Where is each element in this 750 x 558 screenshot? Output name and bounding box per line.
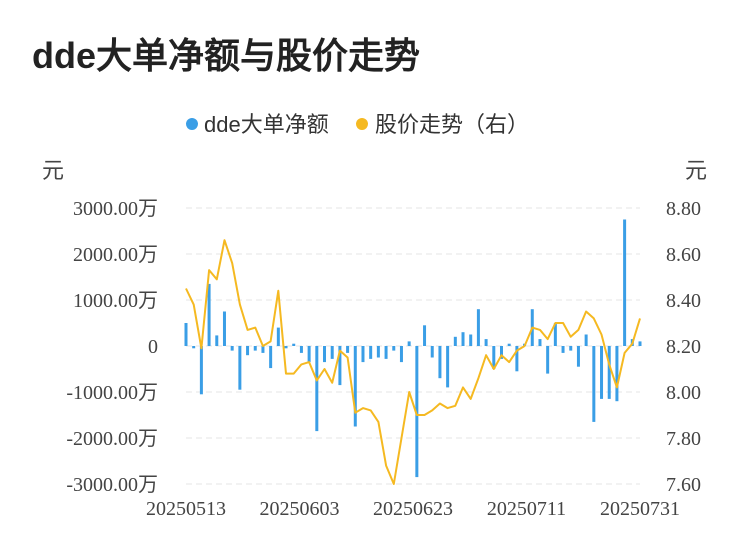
y-right-unit-label: 元 — [685, 158, 707, 183]
bar — [184, 323, 188, 346]
bar — [361, 346, 365, 363]
price-line — [185, 239, 641, 485]
bar — [299, 346, 303, 353]
bar — [600, 346, 604, 399]
line-series — [185, 239, 641, 485]
bar — [592, 346, 596, 422]
y-right-axis: 8.80 8.60 8.40 8.20 8.00 7.80 7.60 — [666, 198, 701, 496]
bar — [353, 346, 357, 427]
y-right-tick-label: 8.00 — [666, 382, 701, 404]
y-right-tick-label: 8.80 — [666, 198, 701, 220]
bar — [261, 346, 265, 353]
bar — [492, 346, 496, 369]
y-right-tick-label: 8.60 — [666, 244, 701, 266]
bar — [423, 325, 427, 346]
bar — [469, 334, 473, 346]
bar — [376, 346, 380, 358]
bar — [407, 341, 411, 346]
y-left-tick-label: -2000.00万 — [66, 428, 158, 450]
bar — [238, 346, 242, 390]
bar — [269, 346, 273, 369]
bar — [584, 334, 588, 346]
y-right-tick-label: 8.40 — [666, 290, 701, 312]
bar — [561, 346, 565, 353]
bar — [607, 346, 611, 399]
bar — [323, 346, 327, 363]
bar — [307, 346, 311, 363]
bar — [546, 346, 550, 374]
y-left-axis: 3000.00万 2000.00万 1000.00万 0 -1000.00万 -2000.… — [66, 198, 158, 496]
bar — [399, 346, 403, 363]
bar — [553, 323, 557, 346]
bar — [438, 346, 442, 379]
legend[interactable]: dde大单净额 股价走势（右） — [186, 112, 529, 137]
y-left-tick-label: -1000.00万 — [66, 382, 158, 404]
bar — [292, 343, 296, 346]
bar — [499, 346, 503, 359]
x-tick-label: 20250603 — [260, 498, 340, 520]
bar — [415, 346, 419, 478]
y-left-unit-label: 元 — [42, 158, 64, 183]
chart-title: dde大单净额与股价走势 — [32, 35, 420, 76]
x-tick-label: 20250513 — [146, 498, 226, 520]
bar — [315, 346, 319, 432]
bar — [222, 311, 226, 346]
x-tick-label: 20250711 — [487, 498, 566, 520]
legend-line-label: 股价走势（右） — [375, 112, 529, 137]
bar — [430, 346, 434, 358]
y-right-tick-label: 7.60 — [666, 474, 701, 496]
bar — [623, 219, 627, 346]
x-axis: 20250513 20250603 20250623 20250711 20250731 — [146, 498, 680, 520]
x-tick-label: 20250731 — [600, 498, 680, 520]
bar — [346, 346, 350, 353]
y-left-tick-label: 2000.00万 — [73, 244, 158, 266]
bar — [384, 346, 388, 359]
bar — [284, 346, 288, 349]
bar — [369, 346, 373, 359]
x-tick-label: 20250623 — [373, 498, 453, 520]
bar — [199, 346, 203, 395]
y-right-tick-label: 7.80 — [666, 428, 701, 450]
bar — [230, 346, 234, 351]
bar — [446, 346, 450, 388]
bar — [330, 346, 334, 359]
bar — [538, 339, 542, 346]
bar — [253, 346, 257, 351]
y-right-tick-label: 8.20 — [666, 336, 701, 358]
y-left-tick-label: 1000.00万 — [73, 290, 158, 312]
bar — [569, 346, 573, 351]
bar — [461, 332, 465, 346]
bar — [215, 335, 219, 346]
bar — [615, 346, 619, 402]
bar — [576, 346, 580, 367]
y-left-tick-label: 3000.00万 — [73, 198, 158, 220]
legend-line-swatch — [356, 118, 368, 130]
bar-series — [184, 219, 642, 478]
bar — [392, 346, 396, 351]
bar — [453, 336, 457, 346]
bar — [246, 346, 250, 356]
bar — [507, 343, 511, 346]
bar — [207, 283, 211, 346]
legend-bar-label: dde大单净额 — [204, 112, 329, 137]
bar — [192, 346, 196, 349]
y-left-tick-label: 0 — [148, 336, 158, 358]
bar — [515, 346, 519, 372]
bar — [338, 346, 342, 386]
legend-bar-swatch — [186, 118, 198, 130]
bar — [638, 341, 642, 346]
bar — [276, 327, 280, 346]
y-left-tick-label: -3000.00万 — [66, 474, 158, 496]
bar — [476, 309, 480, 346]
bar — [484, 339, 488, 346]
